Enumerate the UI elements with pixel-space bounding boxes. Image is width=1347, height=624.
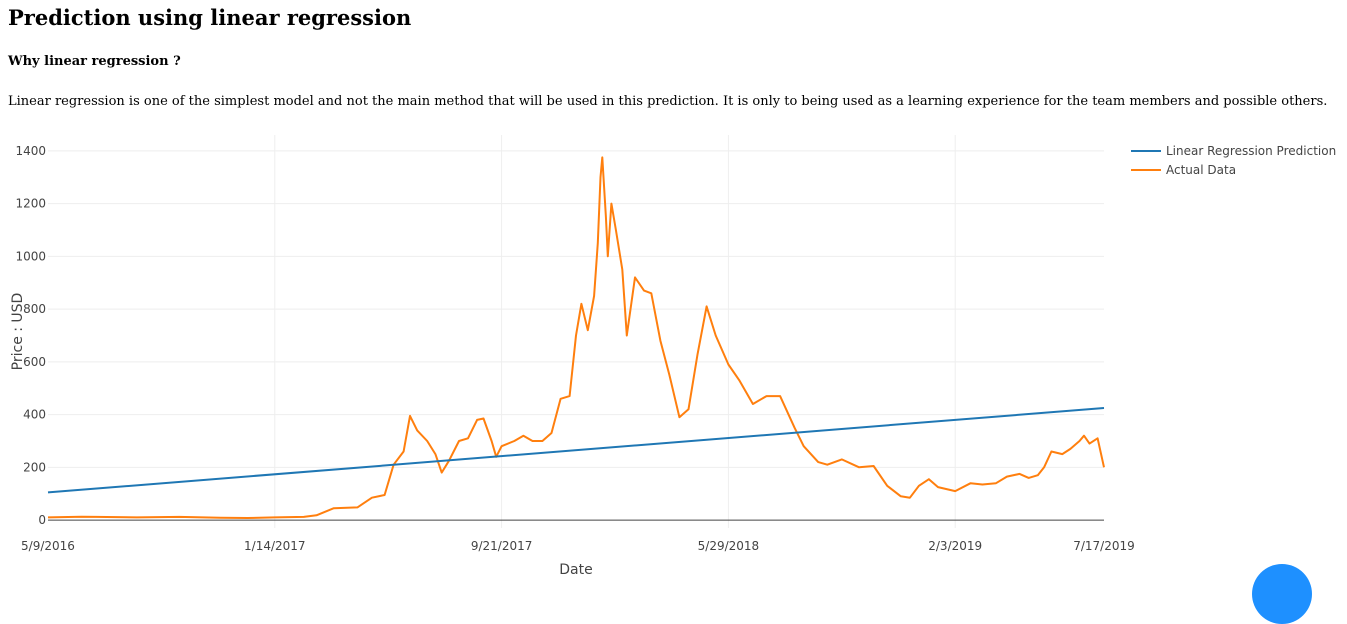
x-tick-labels: 5/9/2016 1/14/2017 9/21/2017 5/29/2018 2/3/2… [21,539,1135,553]
legend-label: Actual Data [1166,163,1236,177]
x-tick-label: 5/29/2018 [698,539,760,553]
y-tick-label: 0 [38,513,46,527]
x-tick-label: 9/21/2017 [471,539,533,553]
x-tick-label: 7/17/2019 [1073,539,1135,553]
legend[interactable]: Linear Regression Prediction Actual Data [1131,144,1336,177]
y-tick-label: 600 [23,355,46,369]
y-tick-label: 800 [23,302,46,316]
y-tick-label: 400 [23,408,46,422]
grid-lines [48,135,1104,528]
legend-item[interactable]: Actual Data [1131,163,1236,177]
y-tick-labels: 0 200 400 600 800 1000 1200 1400 [15,144,46,527]
x-tick-label: 2/3/2019 [928,539,982,553]
floating-action-button[interactable] [1252,564,1312,624]
intro-paragraph: Linear regression is one of the simplest… [8,94,1328,109]
section-title: Why linear regression ? [8,54,181,69]
y-tick-label: 1200 [15,197,46,211]
x-tick-label: 1/14/2017 [244,539,306,553]
series-line-actual-data[interactable] [47,156,1105,519]
series-line-linear-regression[interactable] [47,407,1105,494]
y-tick-label: 1400 [15,144,46,158]
x-axis-title: Date [559,562,592,578]
y-tick-label: 200 [23,460,46,474]
chart-svg[interactable]: 0 200 400 600 800 1000 1200 1400 5/9/2016 1/14/2… [0,130,1347,584]
y-axis-title: Price : USD [10,293,26,371]
legend-label: Linear Regression Prediction [1166,144,1336,158]
series-layer [47,156,1105,519]
legend-item[interactable]: Linear Regression Prediction [1131,144,1336,158]
page-title: Prediction using linear regression [8,5,412,30]
x-tick-label: 5/9/2016 [21,539,75,553]
y-tick-label: 1000 [15,249,46,263]
price-chart[interactable]: 0 200 400 600 800 1000 1200 1400 5/9/2016 1/14/2… [0,130,1347,584]
